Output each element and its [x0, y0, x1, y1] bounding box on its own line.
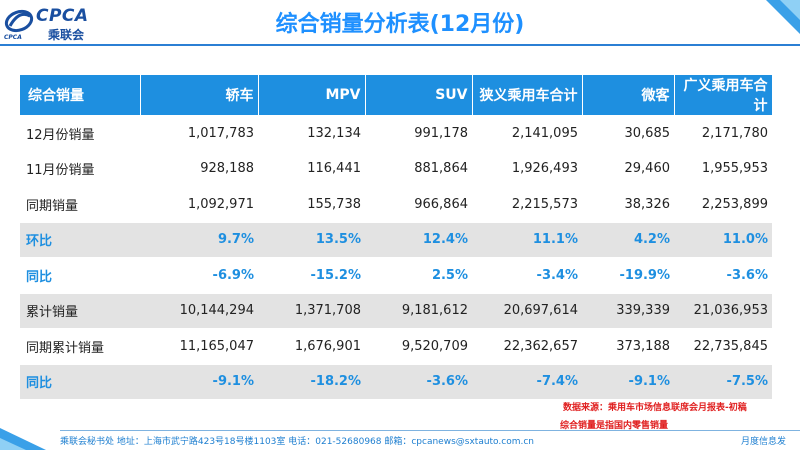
column-header: 微客 — [582, 75, 675, 116]
table-cell: 2.5% — [365, 257, 472, 293]
table-cell: -9.1% — [140, 363, 258, 399]
page-title: 综合销量分析表(12月份) — [275, 12, 525, 37]
table-cell: 4.2% — [582, 221, 674, 258]
table-row: 同比 -6.9% -15.2% 2.5% -3.4% -19.9% -3.6% — [20, 257, 772, 293]
table-header-row: 综合销量 轿车 MPV SUV 狭义乘用车合计 微客 广义乘用车合计 — [20, 75, 773, 116]
table-cell: -7.4% — [472, 363, 582, 399]
header-divider — [0, 44, 800, 46]
logo-brand: CPCA — [36, 6, 89, 26]
footer-contact: 乘联会秘书处 地址：上海市武宁路423号18号楼1103室 电话：021-526… — [60, 437, 535, 447]
table-cell: -18.2% — [258, 363, 365, 399]
row-label: 累计销量 — [20, 292, 140, 329]
table-cell: -7.5% — [674, 363, 772, 399]
table-cell: 22,362,657 — [472, 328, 582, 364]
table-cell: 30,685 — [582, 115, 674, 151]
footer: 乘联会秘书处 地址：上海市武宁路423号18号楼1103室 电话：021-526… — [60, 434, 800, 447]
table-cell: 22,735,845 — [674, 328, 772, 364]
logo-sub: CPCA — [4, 34, 22, 41]
row-label: 11月份销量 — [20, 150, 140, 187]
table-cell: 9,181,612 — [365, 292, 472, 329]
table-cell: 11.0% — [674, 221, 772, 258]
table-cell: 1,955,953 — [674, 150, 772, 187]
column-header: 广义乘用车合计 — [674, 75, 773, 116]
table-cell: -6.9% — [140, 257, 258, 293]
table-cell: 966,864 — [365, 186, 472, 222]
table-cell: 11.1% — [472, 221, 582, 258]
table-cell: 373,188 — [582, 328, 674, 364]
table-cell: 38,326 — [582, 186, 674, 222]
cpca-logo-icon — [4, 9, 34, 33]
cpca-logo: CPCA 乘联会 CPCA — [4, 4, 114, 42]
scope-note: 综合销量是指国内零售销量 — [560, 421, 669, 431]
table-cell: -9.1% — [582, 363, 674, 399]
table-cell: -19.9% — [582, 257, 674, 293]
footer-right: 月度信息发 — [740, 437, 786, 447]
table-cell: 2,141,095 — [472, 115, 582, 151]
table-cell: 1,926,493 — [472, 150, 582, 187]
table-cell: 339,339 — [582, 292, 674, 329]
table-cell: 116,441 — [258, 150, 365, 187]
table-row: 环比 9.7% 13.5% 12.4% 11.1% 4.2% 11.0% — [20, 221, 772, 258]
table-cell: 21,036,953 — [674, 292, 772, 329]
footer-divider — [60, 430, 800, 431]
table-cell: 12.4% — [365, 221, 472, 258]
table-cell: 1,676,901 — [258, 328, 365, 364]
table-cell: 1,017,783 — [140, 115, 258, 151]
table-cell: 10,144,294 — [140, 292, 258, 329]
column-header: SUV — [365, 75, 473, 116]
table-cell: 13.5% — [258, 221, 365, 258]
row-label: 环比 — [20, 221, 140, 258]
table-cell: 9.7% — [140, 221, 258, 258]
row-label: 同期销量 — [20, 186, 140, 222]
table-row: 同期累计销量 11,165,047 1,676,901 9,520,709 22… — [20, 328, 772, 364]
data-source-note: 数据来源：乘用车市场信息联席会月报表-初稿 — [563, 403, 747, 413]
column-header: 狭义乘用车合计 — [472, 75, 583, 116]
table-cell: 29,460 — [582, 150, 674, 187]
logo-cn-name: 乘联会 — [48, 28, 85, 42]
table-cell: -3.6% — [674, 257, 772, 293]
table-cell: 2,215,573 — [472, 186, 582, 222]
table-cell: 155,738 — [258, 186, 365, 222]
sales-table-container: 综合销量 轿车 MPV SUV 狭义乘用车合计 微客 广义乘用车合计 12月份销… — [20, 75, 773, 399]
table-cell: 9,520,709 — [365, 328, 472, 364]
header: CPCA 乘联会 CPCA 综合销量分析表(12月份) — [0, 0, 800, 46]
table-cell: -15.2% — [258, 257, 365, 293]
table-cell: -3.4% — [472, 257, 582, 293]
corner-decoration-bottom-inner — [0, 438, 26, 450]
row-label: 同期累计销量 — [20, 328, 140, 364]
sales-table: 综合销量 轿车 MPV SUV 狭义乘用车合计 微客 广义乘用车合计 12月份销… — [20, 75, 773, 399]
table-row: 同比 -9.1% -18.2% -3.6% -7.4% -9.1% -7.5% — [20, 363, 772, 399]
table-cell: 2,253,899 — [674, 186, 772, 222]
row-label: 同比 — [20, 363, 140, 399]
table-cell: 11,165,047 — [140, 328, 258, 364]
table-cell: 928,188 — [140, 150, 258, 187]
column-header: MPV — [258, 75, 366, 116]
table-cell: 132,134 — [258, 115, 365, 151]
table-row: 11月份销量 928,188 116,441 881,864 1,926,493… — [20, 150, 772, 187]
table-row: 累计销量 10,144,294 1,371,708 9,181,612 20,6… — [20, 292, 772, 329]
table-cell: -3.6% — [365, 363, 472, 399]
table-cell: 1,371,708 — [258, 292, 365, 329]
corner-decoration-inner — [780, 0, 800, 20]
table-row: 12月份销量 1,017,783 132,134 991,178 2,141,0… — [20, 115, 772, 151]
table-cell: 991,178 — [365, 115, 472, 151]
table-cell: 2,171,780 — [674, 115, 772, 151]
row-label: 同比 — [20, 257, 140, 293]
table-cell: 1,092,971 — [140, 186, 258, 222]
table-row: 同期销量 1,092,971 155,738 966,864 2,215,573… — [20, 186, 772, 222]
column-header: 综合销量 — [20, 75, 141, 116]
column-header: 轿车 — [140, 75, 259, 116]
table-cell: 881,864 — [365, 150, 472, 187]
row-label: 12月份销量 — [20, 115, 140, 151]
table-cell: 20,697,614 — [472, 292, 582, 329]
